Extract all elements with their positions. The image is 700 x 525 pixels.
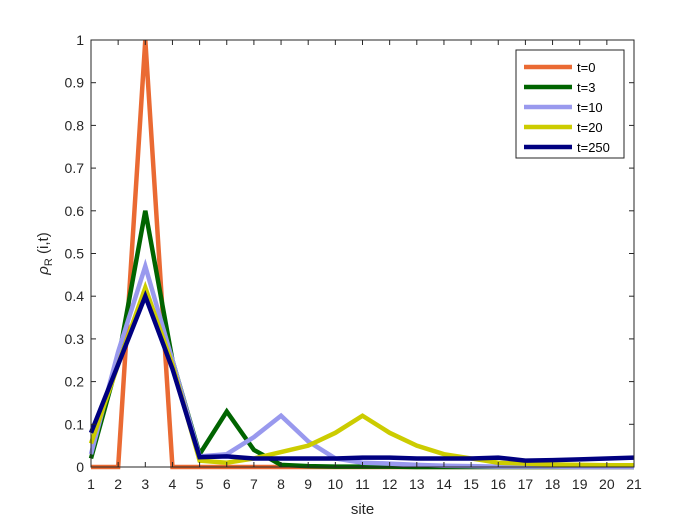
x-tick-label: 7 [250,476,258,492]
y-tick-label: 0.9 [65,75,85,91]
x-tick-label: 3 [141,476,149,492]
x-tick-label: 20 [599,476,615,492]
x-tick-label: 16 [490,476,506,492]
x-tick-label: 12 [382,476,398,492]
x-axis-label: site [351,501,374,518]
x-axis: 1 2 3 4 5 6 7 8 9 10 11 12 13 14 15 16 17 18 19 20 21 [87,40,642,492]
x-tick-label: 4 [169,476,177,492]
legend: t=0 t=3 t=10 t=20 t=250 [515,49,625,159]
x-tick-label: 2 [114,476,122,492]
y-axis-label-sub: R [43,258,55,266]
x-tick-label: 19 [572,476,588,492]
x-tick-label: 9 [304,476,312,492]
x-tick-label: 10 [328,476,344,492]
legend-label-t-0: t=0 [577,60,595,75]
y-axis-label-rest: (i,t) [35,232,52,258]
legend-label-t-20: t=20 [577,120,603,135]
legend-label-t-250: t=250 [577,140,610,155]
y-tick-label: 0.2 [65,374,85,390]
y-axis: 0 0.1 0.2 0.3 0.4 0.5 0.6 0.7 0.8 0.9 1 [65,32,634,475]
y-tick-label: 0.3 [65,331,85,347]
y-tick-label: 1 [76,32,84,48]
x-tick-label: 18 [545,476,561,492]
y-tick-label: 0.6 [65,203,85,219]
y-tick-label: 0.1 [65,416,85,432]
x-tick-label: 8 [277,476,285,492]
x-tick-label: 1 [87,476,95,492]
x-tick-label: 21 [626,476,642,492]
y-axis-label-main: ρ [35,266,52,276]
x-tick-label: 11 [355,476,370,492]
x-tick-label: 6 [223,476,231,492]
y-tick-label: 0.7 [65,160,85,176]
x-tick-label: 13 [409,476,425,492]
x-tick-label: 17 [518,476,534,492]
y-tick-label: 0.5 [65,246,85,262]
x-tick-label: 5 [196,476,204,492]
y-tick-label: 0.8 [65,117,85,133]
legend-label-t-3: t=3 [577,80,595,95]
series-line-t-250 [88,289,635,463]
y-tick-label: 0 [76,459,84,475]
legend-label-t-10: t=10 [577,100,603,115]
x-tick-label: 15 [463,476,479,492]
x-tick-label: 14 [436,476,452,492]
y-axis-label: ρR (i,t) [35,232,55,275]
y-tick-label: 0.4 [65,288,85,304]
